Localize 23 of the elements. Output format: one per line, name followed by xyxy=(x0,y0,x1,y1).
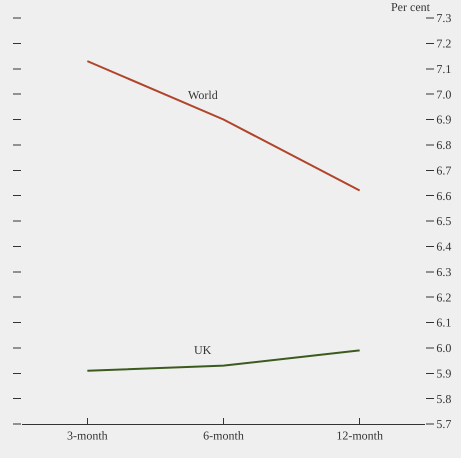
x-tick-label: 3-month xyxy=(67,428,108,442)
y-tick-label: 6.7 xyxy=(436,163,452,178)
y-tick-label: 5.8 xyxy=(436,392,452,406)
y-tick-label: 7.3 xyxy=(436,11,452,26)
y-tick-label: 7.1 xyxy=(436,62,452,76)
y-tick-label: 6.1 xyxy=(436,316,452,330)
y-tick-label: 6.6 xyxy=(436,188,452,203)
y-tick-label: 6.5 xyxy=(436,214,452,228)
y-tick-label: 5.9 xyxy=(436,366,452,380)
y-tick-label: 5.7 xyxy=(436,417,452,432)
series-label: World xyxy=(188,88,218,102)
series-label: UK xyxy=(194,343,212,357)
y-tick-label: 6.9 xyxy=(436,112,452,127)
y-axis-title: Per cent xyxy=(391,0,431,14)
y-tick-label: 6.0 xyxy=(436,341,452,356)
y-tick-label: 6.2 xyxy=(436,290,452,304)
x-tick-label: 12-month xyxy=(336,428,383,442)
x-tick-label: 6-month xyxy=(203,428,244,442)
y-tick-label: 6.8 xyxy=(436,138,452,152)
y-tick-label: 6.3 xyxy=(436,264,452,279)
y-tick-label: 7.2 xyxy=(436,36,452,51)
y-tick-label: 6.4 xyxy=(436,240,452,254)
y-tick-label: 7.0 xyxy=(436,87,452,102)
